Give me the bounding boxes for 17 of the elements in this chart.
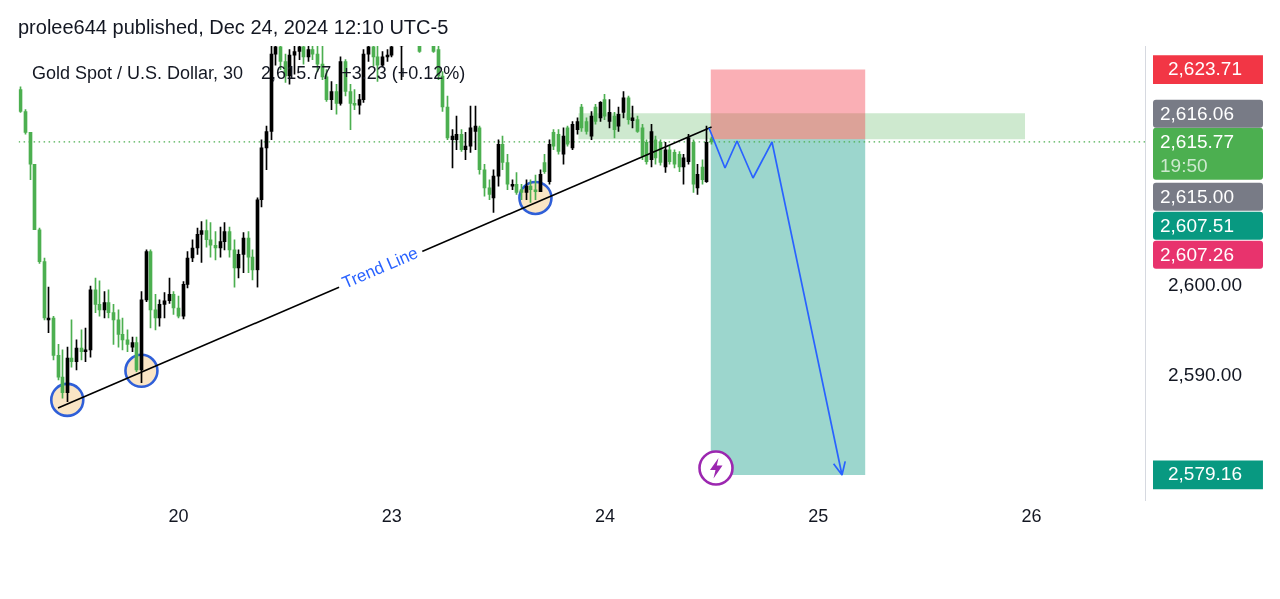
y-tick-label: 2,600.00	[1168, 273, 1242, 295]
text: prolee644 published, Dec 24, 2024 12:10 UTC-5	[18, 15, 449, 39]
x-tick-label: 20	[168, 505, 189, 526]
y-tick-label: 2,623.71	[1168, 57, 1242, 79]
x-tick-label: 24	[594, 505, 615, 526]
x-tick-label: 23	[381, 505, 402, 526]
text: Gold Spot / U.S. Dollar, 30	[32, 63, 244, 83]
ref-line-label: 2,615.77 19:50	[1160, 131, 1234, 177]
text: Trend Line	[339, 243, 421, 293]
text: 2,615.00	[1160, 186, 1234, 208]
y-tick-label: 2,579.16	[1168, 463, 1242, 485]
y-tick-label: 2,590.00	[1168, 364, 1242, 386]
text: 2,616.06	[1160, 103, 1234, 125]
text: 2,607.51	[1160, 215, 1234, 237]
x-tick-label: 26	[1021, 505, 1042, 526]
text: 2,607.26	[1160, 244, 1234, 266]
x-tick-label: 25	[808, 505, 829, 526]
